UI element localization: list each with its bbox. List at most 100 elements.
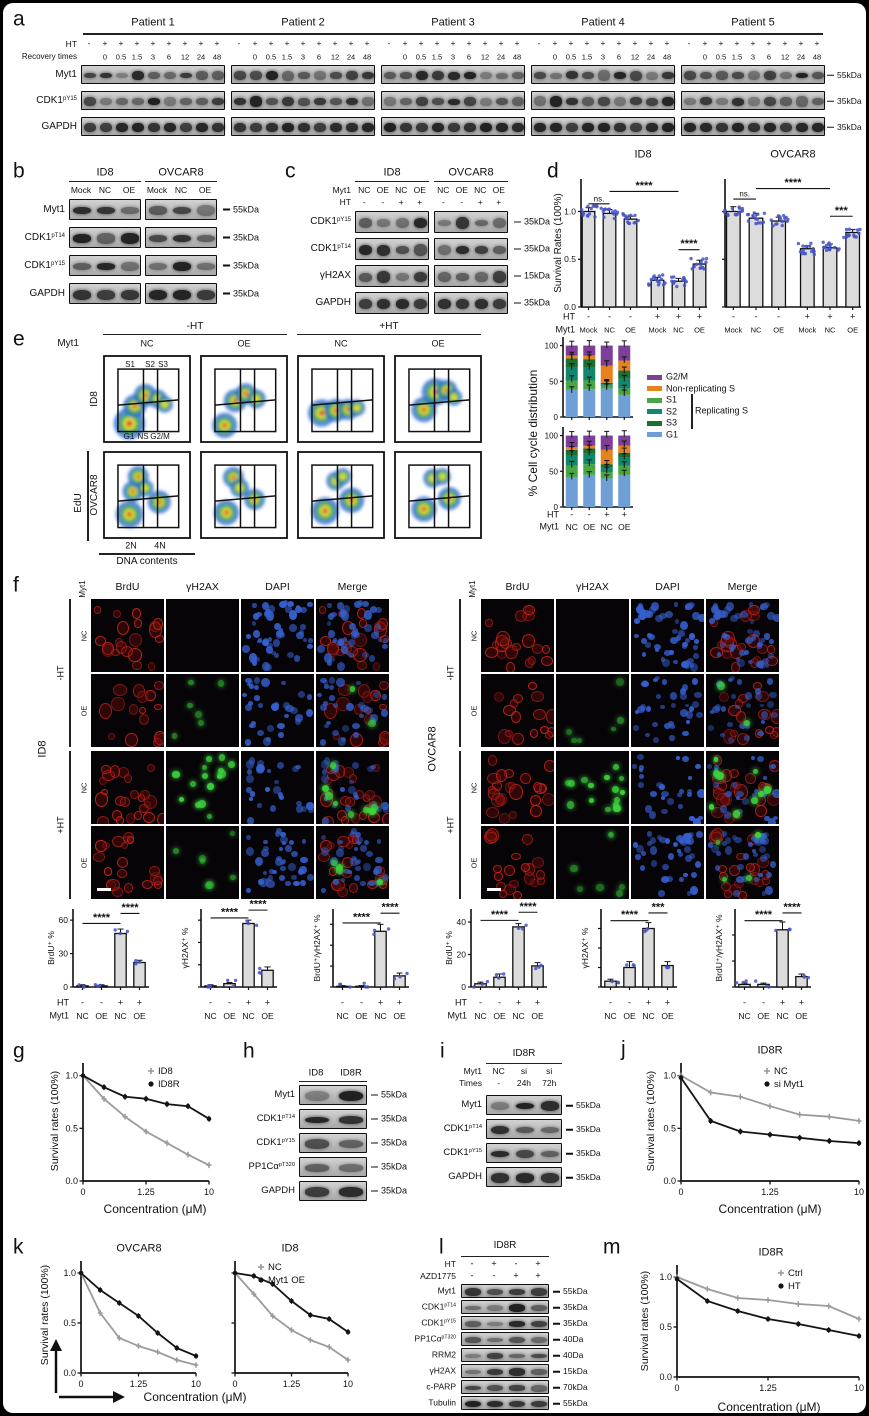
condition-value: 0 [102, 52, 108, 62]
chart-text: 1.25 [761, 1187, 779, 1197]
header-underline [297, 334, 481, 336]
blot-band [515, 1102, 535, 1110]
cell-dot [348, 883, 358, 894]
mw-value: 35kDa [233, 232, 260, 242]
cell-dot [246, 846, 255, 856]
blot-band [474, 245, 488, 255]
cell-dot [567, 779, 576, 788]
blot-band [531, 1320, 547, 1328]
flow-plot-6 [297, 451, 385, 539]
blot-band [73, 262, 91, 271]
cell-dot [741, 797, 749, 806]
blot-box [355, 292, 429, 314]
condition-value: 48 [662, 52, 672, 62]
cell-dot [306, 601, 314, 608]
cell-dot [743, 720, 750, 726]
y-axis-label: γH2AX⁺ % [179, 927, 190, 969]
cell-dot [251, 620, 257, 626]
cell-dot [770, 763, 776, 770]
cell-dot [567, 801, 575, 809]
cell-dot [728, 704, 742, 717]
cell-dot [535, 869, 546, 881]
mw-label: 35kDa [566, 1125, 601, 1134]
cell-dot [206, 813, 213, 820]
mw-tick [371, 1118, 378, 1120]
cell-dot [298, 629, 304, 636]
cell-dot [737, 659, 745, 668]
condition-value: - [498, 997, 501, 1008]
y-axis-label: BrdU⁺/γH2AX⁺ % [311, 914, 322, 982]
condition-label: Myt1 [332, 184, 351, 195]
cell-dot [755, 832, 761, 839]
cell-dot [747, 629, 753, 635]
blot-band [338, 1090, 364, 1102]
blot-band [509, 1336, 525, 1344]
blot-band [748, 97, 760, 106]
micro-image-gh2ax [166, 599, 239, 672]
cell-dot [744, 735, 750, 741]
lane-label: OE [122, 184, 136, 195]
chart-text: 1.25 [283, 1379, 301, 1389]
blot-band [330, 98, 342, 105]
cell-dot [679, 620, 688, 630]
cell-dot [587, 782, 594, 789]
condition-value: + [664, 997, 671, 1008]
mw-tick [223, 236, 230, 239]
cell-dot [689, 633, 695, 640]
blot-band [196, 71, 208, 80]
blot-band [456, 298, 470, 310]
mw-tick [553, 1386, 560, 1389]
cell-dot [684, 703, 689, 708]
blot-band [531, 1384, 547, 1392]
chart-text: 0 [80, 1187, 85, 1197]
cell-dot [121, 842, 129, 850]
cell-dot [359, 713, 365, 718]
cell-dot [307, 807, 314, 814]
mw-value: 35kDa [524, 216, 551, 227]
blot-band [346, 97, 358, 106]
condition-value: + [182, 39, 188, 48]
cell-dot [684, 854, 693, 862]
blot-band [212, 71, 224, 80]
mw-tick [566, 1128, 573, 1131]
cell-dot [762, 602, 771, 609]
micro-image-merge [316, 599, 389, 672]
blot-band [73, 206, 91, 215]
cell-dot [154, 680, 164, 690]
blot-row-label: CDK1pT14 [422, 1302, 456, 1311]
blot-band [377, 244, 391, 256]
cell-dot [660, 704, 665, 709]
cell-dot [254, 695, 260, 701]
micro-image-gh2ax [166, 826, 239, 899]
blot-row-label: GAPDH [448, 1172, 482, 1182]
blot-band [432, 98, 444, 105]
cell-dot [349, 857, 358, 866]
condition-value: OE [455, 184, 468, 195]
chart-title: ID8R [758, 1246, 784, 1259]
condition-value: + [798, 997, 805, 1008]
cell-dot [533, 709, 546, 721]
condition-value: OE [847, 325, 859, 335]
blot-band [266, 98, 278, 105]
blot-band [732, 97, 744, 106]
cell-dot [355, 866, 361, 871]
cell-dot [379, 732, 389, 746]
cell-dot [201, 764, 208, 770]
condition-value: - [587, 509, 591, 520]
cell-dot [353, 632, 361, 638]
blot-box [461, 1332, 549, 1346]
cell-dot [731, 662, 741, 672]
blot-band [465, 1400, 481, 1408]
cell-dot [711, 705, 720, 714]
cell-dot [322, 701, 328, 706]
cell-dot [655, 676, 661, 681]
cell-dot [302, 637, 308, 643]
cell-dot [678, 804, 684, 809]
cell-dot [687, 776, 693, 781]
cell-dot [641, 652, 647, 657]
mw-value: 55kDa [233, 204, 260, 214]
cell-dot [324, 724, 329, 729]
cell-dot [292, 765, 300, 773]
cell-dot [511, 852, 521, 861]
